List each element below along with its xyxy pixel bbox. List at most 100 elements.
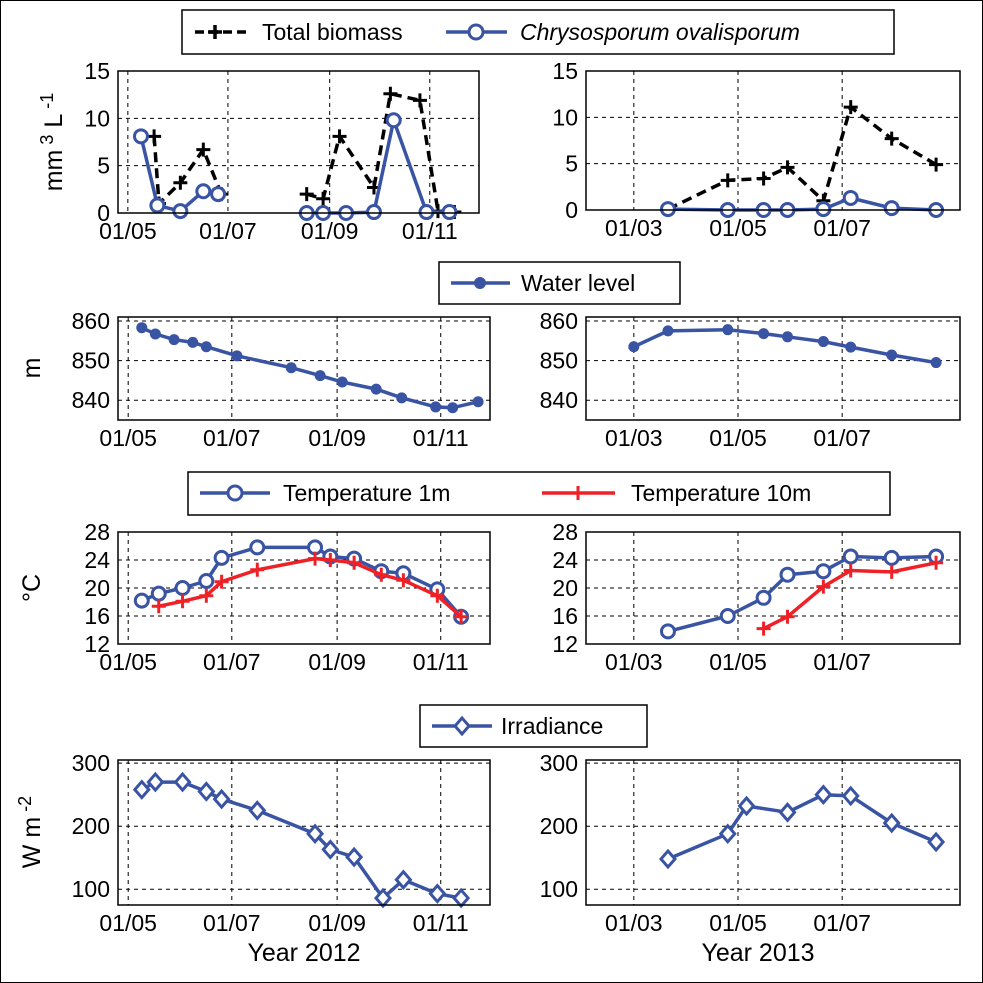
data-point xyxy=(323,553,338,567)
x-tick-label: 01/09 xyxy=(301,218,359,244)
legend-chrysosporum: Chrysosporum ovalisporum xyxy=(520,19,800,45)
data-point xyxy=(370,383,382,395)
data-point xyxy=(197,781,216,802)
data-point xyxy=(187,336,199,348)
data-point xyxy=(412,93,427,108)
data-point xyxy=(782,331,794,343)
chart-panel: 01/05 01/07 01/09 01/11 0 5 10 15 mm 3 L -1 xyxy=(37,58,480,244)
x-axis-label: Year 2013 xyxy=(701,939,814,967)
x-tick-label: 01/05 xyxy=(709,910,767,936)
data-point xyxy=(758,328,770,340)
data-point xyxy=(452,887,471,909)
data-point xyxy=(930,357,942,369)
data-point xyxy=(718,823,737,845)
data-point xyxy=(816,579,831,594)
chart-panel: 01/05 01/07 01/09 01/11 840 850 860 m xyxy=(18,308,491,451)
x-tick-label: 01/05 xyxy=(99,649,157,675)
data-point xyxy=(755,589,772,606)
data-point xyxy=(132,128,149,145)
data-point xyxy=(149,197,166,214)
x-tick-label: 01/03 xyxy=(605,425,663,451)
y-tick-label: 15 xyxy=(552,58,578,84)
data-point xyxy=(308,551,323,566)
data-point xyxy=(212,788,231,810)
x-axis-label: Year 2012 xyxy=(247,939,360,967)
x-tick-label: 01/07 xyxy=(813,215,871,241)
chart-panel: 01/05 01/07 01/09 01/11 100 200 300 W m -2 Year … xyxy=(15,750,491,967)
data-point xyxy=(737,795,756,817)
legend-irradiance-label: Irradiance xyxy=(501,713,603,739)
data-point xyxy=(199,588,214,603)
y-tick-label: 860 xyxy=(540,308,578,334)
data-point xyxy=(336,376,348,388)
x-tick-label: 01/11 xyxy=(413,425,469,451)
x-tick-label: 01/05 xyxy=(709,215,767,241)
data-point xyxy=(374,567,389,582)
data-point xyxy=(756,621,771,636)
data-point xyxy=(195,183,212,200)
x-tick-label: 01/07 xyxy=(199,218,257,244)
legend-water-level: Water level xyxy=(438,261,681,305)
data-point xyxy=(659,201,676,218)
data-point xyxy=(173,771,192,793)
y-tick-label: 100 xyxy=(72,876,110,902)
data-point xyxy=(628,341,640,353)
y-tick-label: 15 xyxy=(84,58,110,84)
data-point xyxy=(394,869,413,891)
data-point xyxy=(779,566,796,583)
data-point xyxy=(146,771,165,793)
plot-frame xyxy=(117,316,491,421)
x-tick-label: 01/09 xyxy=(308,910,366,936)
y-axis-label: °C xyxy=(18,574,46,602)
data-point xyxy=(756,171,771,186)
y-tick-label: 300 xyxy=(540,750,578,776)
x-tick-label: 01/07 xyxy=(203,649,261,675)
data-point xyxy=(385,112,402,129)
y-tick-label: 200 xyxy=(540,813,578,839)
data-point xyxy=(882,812,901,834)
data-point xyxy=(210,186,227,203)
data-point xyxy=(883,549,900,566)
y-tick-label: 28 xyxy=(552,519,578,545)
data-point xyxy=(842,548,859,565)
data-point xyxy=(231,350,243,362)
data-point xyxy=(719,608,736,624)
y-axis-label: W m -2 xyxy=(15,796,46,868)
plot-frame xyxy=(585,70,961,211)
plus-marker-icon xyxy=(571,486,585,500)
y-tick-label: 10 xyxy=(552,104,578,130)
data-point xyxy=(428,883,447,904)
x-tick-label: 01/07 xyxy=(813,649,871,675)
data-point xyxy=(841,785,860,807)
data-point xyxy=(196,142,211,157)
legend-irradiance: Irradiance xyxy=(419,704,648,748)
chart-panels: 01/05 01/07 01/09 01/11 0 5 10 15 mm 3 L -1 01/03… xyxy=(15,58,961,967)
data-point xyxy=(780,609,795,624)
x-tick-label: 01/07 xyxy=(203,910,261,936)
diamond-marker-icon xyxy=(453,715,471,737)
y-tick-label: 0 xyxy=(97,200,110,226)
y-tick-label: 850 xyxy=(72,348,110,374)
data-point xyxy=(396,573,411,588)
chart-panel: 01/03 01/05 01/07 0 5 10 15 xyxy=(552,58,961,241)
data-point xyxy=(843,100,858,115)
x-tick-label: 01/05 xyxy=(709,649,767,675)
data-point xyxy=(780,160,795,175)
data-point xyxy=(173,175,188,190)
circle-marker-icon xyxy=(467,23,485,41)
y-axis-label: mm 3 L -1 xyxy=(37,93,68,192)
y-tick-label: 28 xyxy=(84,519,110,545)
data-point xyxy=(248,800,267,821)
y-axis-label: m xyxy=(18,358,46,379)
data-point xyxy=(929,157,944,172)
legend-temp-10m: Temperature 10m xyxy=(631,480,811,506)
plot-frame xyxy=(585,316,961,421)
legend-temp-1m: Temperature 1m xyxy=(283,480,450,506)
plot-frame xyxy=(585,531,961,645)
x-tick-label: 01/03 xyxy=(605,910,663,936)
circle-marker-icon xyxy=(226,484,244,502)
series-line xyxy=(762,561,937,631)
x-tick-label: 01/05 xyxy=(99,910,157,936)
